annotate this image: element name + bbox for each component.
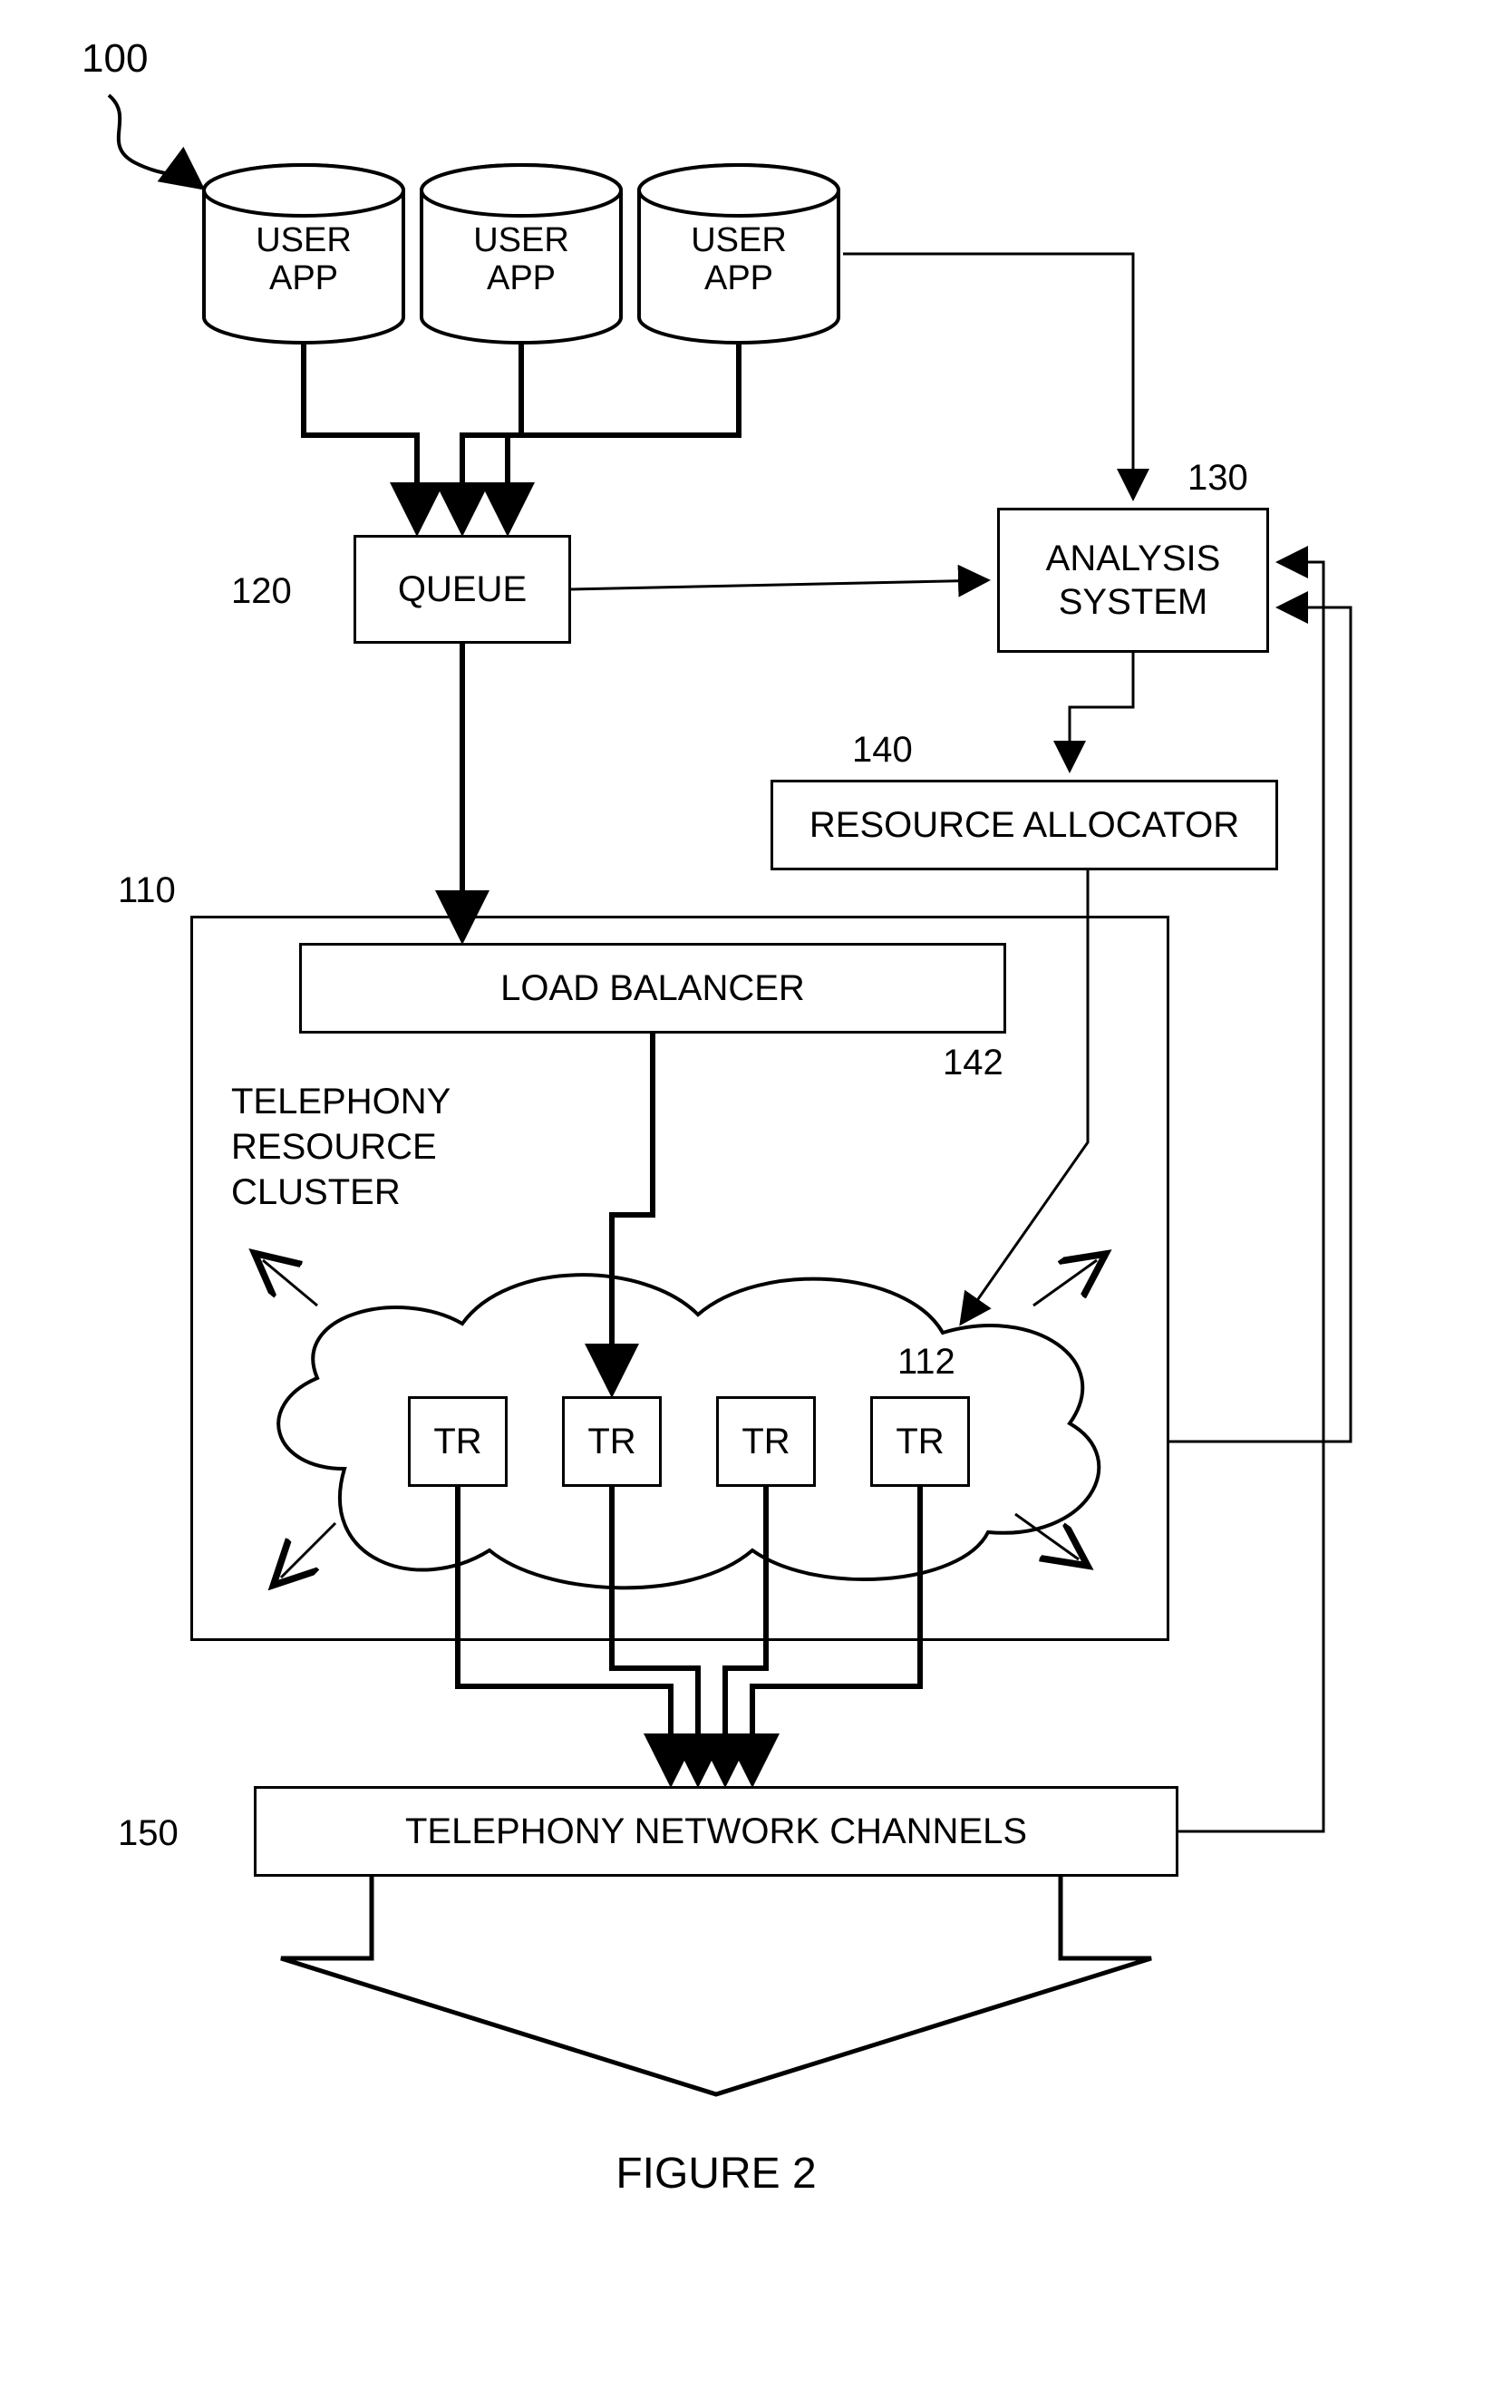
tr-3-label: TR xyxy=(741,1420,790,1463)
user-app-3: USERAPP xyxy=(635,163,843,345)
tr-box-1: TR xyxy=(408,1396,508,1487)
analysis-box: ANALYSISSYSTEM xyxy=(997,508,1269,653)
diagram-container: 100 USERAPP USERAPP USERAPP xyxy=(145,127,1396,2285)
ref-130: 130 xyxy=(1187,458,1248,499)
user-app-1-label: USERAPP xyxy=(199,222,408,298)
ref-140: 140 xyxy=(852,730,913,771)
ref-110: 110 xyxy=(118,870,176,911)
resource-allocator-label: RESOURCE ALLOCATOR xyxy=(809,803,1239,847)
ref-150: 150 xyxy=(118,1813,179,1854)
ref-100: 100 xyxy=(82,36,148,82)
cloud-shape xyxy=(218,1242,1142,1623)
queue-box: QUEUE xyxy=(354,535,571,644)
tr-box-2: TR xyxy=(562,1396,662,1487)
tr-box-3: TR xyxy=(716,1396,816,1487)
network-channels-box: TELEPHONY NETWORK CHANNELS xyxy=(254,1786,1178,1877)
user-app-2-label: USERAPP xyxy=(417,222,625,298)
load-balancer-box: LOAD BALANCER xyxy=(299,943,1006,1034)
tr-2-label: TR xyxy=(587,1420,635,1463)
tr-1-label: TR xyxy=(433,1420,481,1463)
analysis-label: ANALYSISSYSTEM xyxy=(1046,537,1221,624)
tr-4-label: TR xyxy=(896,1420,944,1463)
queue-label: QUEUE xyxy=(398,568,527,611)
tr-box-4: TR xyxy=(870,1396,970,1487)
ref-112: 112 xyxy=(897,1342,955,1383)
resource-allocator-box: RESOURCE ALLOCATOR xyxy=(771,780,1278,870)
figure-caption: FIGURE 2 xyxy=(535,2149,897,2199)
load-balancer-label: LOAD BALANCER xyxy=(500,966,805,1010)
network-channels-label: TELEPHONY NETWORK CHANNELS xyxy=(405,1810,1027,1853)
user-app-1: USERAPP xyxy=(199,163,408,345)
user-app-3-label: USERAPP xyxy=(635,222,843,298)
ref-120: 120 xyxy=(231,571,292,612)
ref-142: 142 xyxy=(943,1043,1003,1083)
cluster-label-text: TELEPHONYRESOURCECLUSTER xyxy=(231,1079,451,1215)
user-app-2: USERAPP xyxy=(417,163,625,345)
